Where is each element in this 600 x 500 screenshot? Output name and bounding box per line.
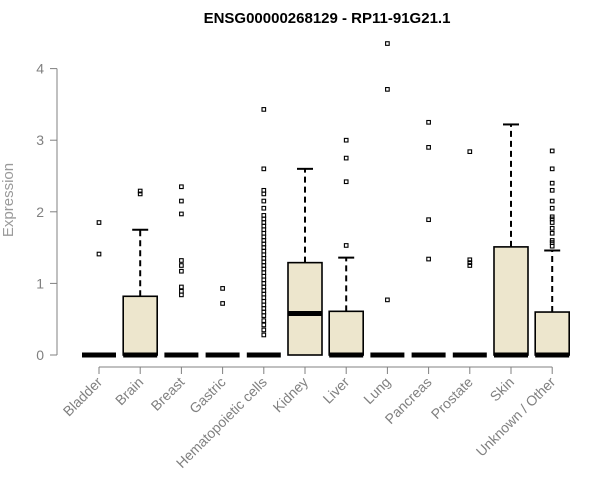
outlier-point <box>343 137 349 143</box>
outlier-point <box>179 184 184 190</box>
outlier-point <box>549 214 555 220</box>
boxes-group <box>82 41 571 358</box>
outlier-point <box>261 187 267 193</box>
outlier-point <box>467 263 473 268</box>
outlier-point <box>137 188 143 194</box>
outlier-point <box>96 251 102 257</box>
outlier-point <box>261 205 267 211</box>
outlier-point <box>179 268 184 274</box>
y-tick-label: 1 <box>36 275 44 291</box>
box-prostate <box>452 149 487 358</box>
box-gastric <box>205 286 240 358</box>
x-tick-label: Kidney <box>270 374 312 416</box>
outlier-point <box>179 263 184 268</box>
outlier-point <box>179 198 184 204</box>
y-axis: 0 1 2 3 4 <box>36 61 58 363</box>
outlier-point <box>426 119 431 125</box>
outlier-point <box>426 256 431 262</box>
outlier-point <box>385 87 390 92</box>
box-rect <box>287 261 323 356</box>
outlier-point <box>261 332 267 338</box>
x-tick-label: Breast <box>148 374 188 414</box>
outlier-point <box>261 166 267 172</box>
outlier-point <box>179 211 184 217</box>
y-tick-label: 2 <box>36 204 44 220</box>
y-tick-label: 4 <box>36 61 44 77</box>
x-tick-label: Brain <box>112 374 146 408</box>
box-liver <box>328 137 365 358</box>
x-tick-label: Bladder <box>60 374 106 420</box>
y-tick-label: 3 <box>36 132 44 148</box>
outlier-point <box>549 205 555 211</box>
outlier-point <box>426 145 431 150</box>
box-rect <box>122 295 158 356</box>
outlier-point <box>261 213 267 218</box>
y-tick-label: 0 <box>36 347 44 363</box>
box-unknown-other <box>534 148 571 358</box>
x-tick-label: Prostate <box>428 374 476 422</box>
box-rect <box>493 246 529 356</box>
outlier-point <box>261 327 267 333</box>
outlier-point <box>179 288 184 294</box>
outlier-point <box>220 286 225 291</box>
outlier-point <box>467 260 473 265</box>
outlier-point <box>343 179 349 185</box>
outlier-point <box>549 238 555 243</box>
box-skin <box>493 123 529 358</box>
outlier-point <box>467 257 473 263</box>
box-breast <box>164 184 199 358</box>
outlier-point <box>261 107 267 112</box>
box-hematopoietic-cells <box>246 107 281 358</box>
outlier-point <box>261 318 267 323</box>
box-brain <box>122 188 158 358</box>
box-pancreas <box>411 119 446 358</box>
outlier-point <box>549 148 555 154</box>
x-tick-label: Lung <box>360 374 393 407</box>
outlier-point <box>549 180 555 186</box>
outlier-point <box>261 198 267 204</box>
outlier-point <box>549 166 555 172</box>
box-rect <box>534 311 571 356</box>
outlier-point <box>549 198 555 204</box>
chart-title: ENSG00000268129 - RP11-91G21.1 <box>204 10 451 27</box>
x-tick-label: Liver <box>320 374 353 407</box>
x-tick-label: Skin <box>487 374 518 405</box>
box-kidney <box>287 167 323 356</box>
outlier-point <box>426 217 431 223</box>
outlier-point <box>385 297 390 303</box>
box-lung <box>370 41 405 358</box>
outlier-point <box>549 187 555 193</box>
box-bladder <box>82 220 116 358</box>
outlier-point <box>220 301 225 306</box>
outlier-point <box>261 322 267 328</box>
outlier-point <box>343 155 349 161</box>
outlier-point <box>549 230 555 236</box>
y-axis-label: Expression <box>0 163 17 237</box>
outlier-point <box>179 284 184 290</box>
outlier-point <box>385 41 390 46</box>
outlier-point <box>467 149 473 155</box>
box-rect <box>328 310 365 356</box>
outlier-point <box>137 191 143 197</box>
outlier-point <box>343 243 349 248</box>
outlier-point <box>96 220 102 225</box>
outlier-point <box>549 225 555 231</box>
outlier-point <box>179 258 184 263</box>
